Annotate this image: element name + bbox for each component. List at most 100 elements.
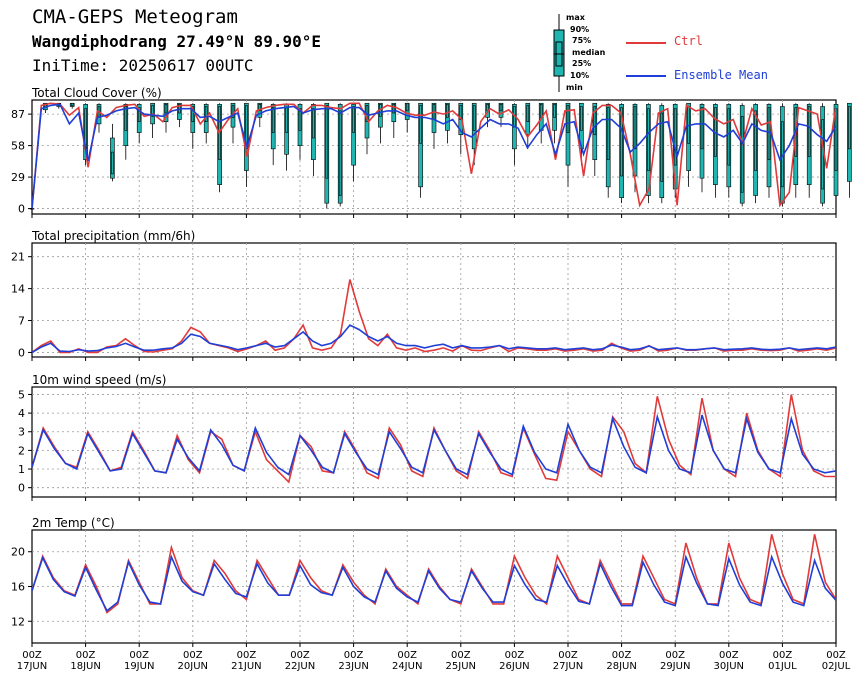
x-tick-label-time: 00Z xyxy=(76,650,96,661)
mean-series-line xyxy=(32,413,836,476)
x-tick-label-date: 02JUL xyxy=(822,661,851,672)
legend-p75: 75% xyxy=(572,36,592,45)
box-p25-p75 xyxy=(338,110,342,196)
x-tick-label-date: 20JUN xyxy=(178,661,208,672)
y-tick-label: 2 xyxy=(18,444,25,457)
box-p25-p75 xyxy=(740,115,744,193)
box-p25-p75 xyxy=(660,112,664,182)
y-tick-label: 0 xyxy=(18,482,25,495)
box-p25-p75 xyxy=(204,106,208,123)
x-tick-label-date: 29JUN xyxy=(660,661,690,672)
x-tick-label-time: 00Z xyxy=(290,650,310,661)
x-tick-label-date: 17JUN xyxy=(17,661,47,672)
y-tick-label: 1 xyxy=(18,463,25,476)
x-tick-label-time: 00Z xyxy=(237,650,257,661)
legend-p10: 10% xyxy=(570,71,590,80)
x-tick-label-date: 23JUN xyxy=(338,661,368,672)
panel-frame xyxy=(31,386,837,498)
box-p25-p75 xyxy=(593,106,597,136)
x-tick-label-date: 24JUN xyxy=(392,661,422,672)
legend-ctrl-swatch xyxy=(626,42,666,44)
box-p25-p75 xyxy=(821,119,824,190)
box-p25-p75 xyxy=(834,108,838,171)
box-p25-p75 xyxy=(566,105,570,133)
box-p10-p90 xyxy=(565,102,571,166)
y-tick-label: 58 xyxy=(11,140,25,153)
box-p25-p75 xyxy=(580,106,583,131)
box-p25-p75 xyxy=(191,106,195,123)
box-p25-p75 xyxy=(285,107,288,133)
box-p25-p75 xyxy=(848,106,851,150)
box-p25-p75 xyxy=(553,104,556,118)
box-p25-p75 xyxy=(312,108,315,139)
x-tick-label-date: 28JUN xyxy=(606,661,636,672)
x-tick-label-date: 21JUN xyxy=(231,661,261,672)
box-p25-p75 xyxy=(606,107,610,161)
box-p25-p75 xyxy=(459,105,463,120)
box-p25-p75 xyxy=(164,104,168,114)
x-tick-label-time: 00Z xyxy=(183,650,203,661)
box-p25-p75 xyxy=(392,104,396,114)
x-tick-label-time: 00Z xyxy=(505,650,525,661)
x-tick-label-time: 00Z xyxy=(22,650,42,661)
box-p25-p75 xyxy=(673,108,677,166)
box-p25-p75 xyxy=(807,106,811,157)
box-p25-p75 xyxy=(727,108,731,166)
box-p25-p75 xyxy=(271,107,275,133)
panel-title: Total Cloud Cover (%) xyxy=(31,86,162,100)
x-tick-label-time: 00Z xyxy=(773,650,793,661)
box-p25-p75 xyxy=(124,106,128,131)
box-p25-p75 xyxy=(352,106,355,133)
mean-series-line xyxy=(32,554,836,613)
legend-p25: 25% xyxy=(572,59,592,68)
y-tick-label: 87 xyxy=(11,108,25,121)
mean-series-line xyxy=(32,324,836,354)
legend-mean-label: Ensemble Mean xyxy=(674,68,768,82)
x-tick-label-time: 00Z xyxy=(397,650,417,661)
box-p10-p90 xyxy=(418,102,423,188)
location-subtitle: Wangdiphodrang 27.49°N 89.90°E xyxy=(32,32,321,51)
legend-ctrl-label: Ctrl xyxy=(674,34,703,48)
box-p25-p75 xyxy=(526,105,530,123)
meteogram-header: CMA-GEPS Meteogram Wangdiphodrang 27.49°… xyxy=(0,0,859,100)
x-tick-label-date: 30JUN xyxy=(714,661,744,672)
x-tick-label-time: 00Z xyxy=(665,650,685,661)
boxplot-legend-icon xyxy=(553,14,565,92)
box-p25-p75 xyxy=(70,102,74,106)
box-p25-p75 xyxy=(446,104,449,118)
x-tick-label-date: 18JUN xyxy=(70,661,100,672)
y-tick-label: 3 xyxy=(18,426,25,439)
y-tick-label: 12 xyxy=(11,615,25,628)
box-p25-p75 xyxy=(700,107,704,150)
box-p25-p75 xyxy=(405,102,409,112)
ctrl-series-line xyxy=(32,279,836,354)
x-tick-label-date: 27JUN xyxy=(553,661,583,672)
x-tick-label-time: 00Z xyxy=(451,650,471,661)
x-tick-label-date: 01JUL xyxy=(768,661,797,672)
box-p10-p90 xyxy=(351,104,356,166)
box-p25-p75 xyxy=(111,151,114,175)
y-tick-label: 20 xyxy=(11,546,25,559)
y-tick-label: 7 xyxy=(18,315,25,328)
panel-title: Total precipitation (mm/6h) xyxy=(31,229,195,243)
legend-min: min xyxy=(566,83,583,92)
box-p25-p75 xyxy=(647,108,650,171)
x-tick-label-time: 00Z xyxy=(826,650,846,661)
box-p25-p75 xyxy=(539,104,543,118)
y-tick-label: 29 xyxy=(11,171,25,184)
box-p25-p75 xyxy=(499,104,503,112)
box-p25-p75 xyxy=(298,108,302,131)
box-p25-p75 xyxy=(245,105,248,150)
ctrl-series-line xyxy=(32,534,836,614)
panel-frame xyxy=(31,242,837,358)
box-p25-p75 xyxy=(258,104,262,112)
box-p25-p75 xyxy=(472,105,476,131)
x-tick-label-date: 25JUN xyxy=(446,661,476,672)
y-tick-label: 21 xyxy=(11,251,25,264)
legend-max: max xyxy=(566,13,585,22)
panel-title: 10m wind speed (m/s) xyxy=(32,373,166,387)
y-tick-label: 5 xyxy=(18,388,25,401)
y-tick-label: 16 xyxy=(11,581,25,594)
box-p25-p75 xyxy=(151,105,154,117)
